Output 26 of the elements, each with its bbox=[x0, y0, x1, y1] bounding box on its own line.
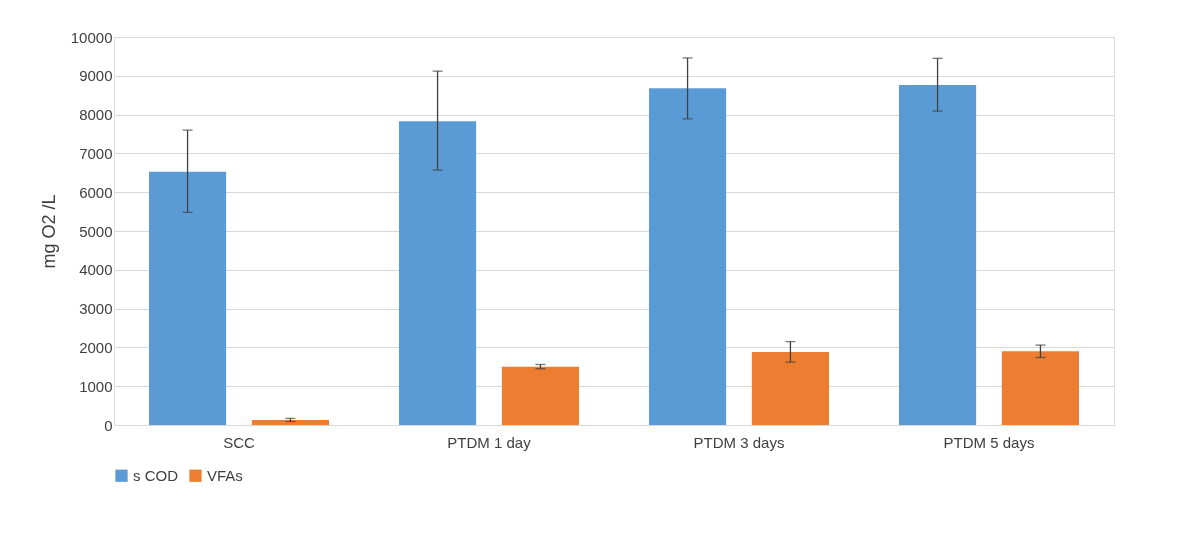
x-tick-label: PTDM 5 days bbox=[943, 433, 1035, 451]
bar bbox=[251, 419, 329, 425]
bar bbox=[1001, 351, 1079, 425]
bar bbox=[899, 85, 977, 425]
y-tick-label: 10000 bbox=[70, 28, 113, 46]
y-tick-label: 4000 bbox=[79, 261, 113, 279]
y-tick-label: 5000 bbox=[79, 222, 113, 240]
y-tick-label: 8000 bbox=[79, 106, 113, 124]
x-tick-label: SCC bbox=[223, 433, 255, 451]
bar bbox=[149, 171, 227, 425]
y-tick-label: 2000 bbox=[79, 338, 113, 356]
x-tick-label: PTDM 1 day bbox=[447, 433, 532, 451]
bar bbox=[399, 121, 477, 425]
y-tick-label: 0 bbox=[104, 416, 113, 434]
legend-label: VFAs bbox=[207, 466, 243, 484]
bar bbox=[501, 366, 579, 425]
y-tick-label: 9000 bbox=[79, 67, 113, 85]
x-tick-label: PTDM 3 days bbox=[693, 433, 785, 451]
bar bbox=[751, 352, 829, 425]
y-tick-label: 3000 bbox=[79, 300, 113, 318]
bar bbox=[649, 88, 727, 425]
y-tick-label: 1000 bbox=[79, 377, 113, 395]
y-axis-title: mg O2 /L bbox=[38, 194, 59, 269]
y-tick-label: 6000 bbox=[79, 183, 113, 201]
legend-label: s COD bbox=[133, 466, 179, 484]
y-tick-label: 7000 bbox=[79, 144, 113, 162]
